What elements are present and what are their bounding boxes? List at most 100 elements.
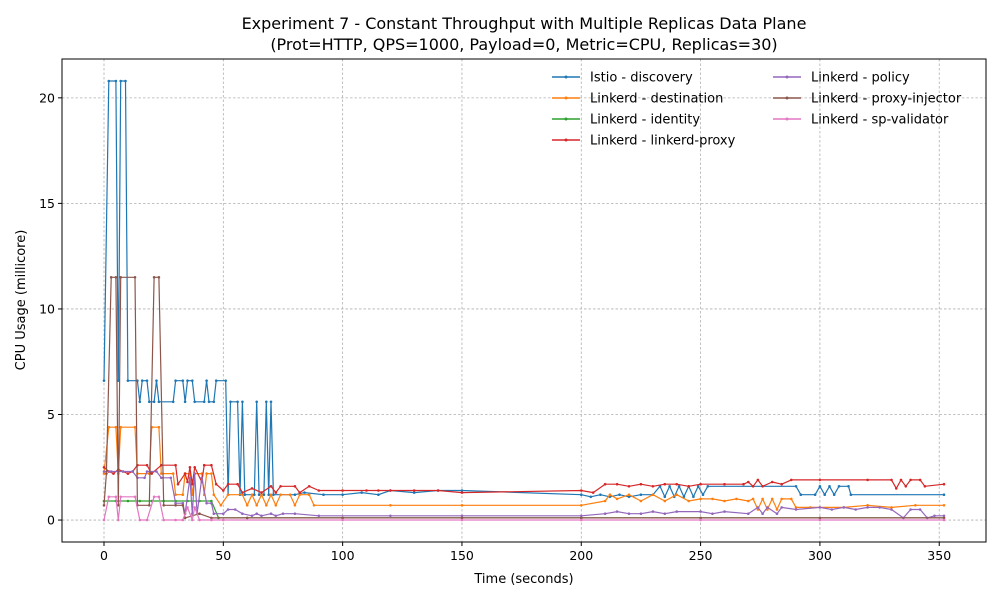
data-point: [580, 518, 583, 522]
data-point: [136, 379, 139, 383]
data-point: [899, 478, 903, 482]
data-point: [780, 506, 783, 509]
legend-item: Istio - discovery: [552, 71, 693, 86]
data-point: [307, 485, 311, 488]
data-point: [198, 512, 201, 515]
data-point: [210, 463, 213, 467]
data-point: [102, 470, 106, 473]
data-point: [212, 400, 216, 404]
data-point: [377, 493, 380, 497]
data-point: [250, 487, 254, 490]
data-point: [675, 493, 678, 497]
data-point: [303, 491, 306, 494]
data-point: [183, 472, 187, 475]
data-point: [255, 504, 258, 507]
data-point: [145, 518, 149, 522]
data-point: [668, 485, 671, 488]
series-istio-discovery: [102, 79, 946, 499]
data-point: [639, 493, 643, 497]
x-axis-label: Time (seconds): [473, 572, 573, 587]
data-point: [183, 400, 187, 404]
legend-label: Linkerd - destination: [590, 92, 723, 107]
data-point: [236, 482, 239, 486]
data-point: [687, 499, 690, 503]
legend-marker: [785, 75, 789, 79]
legend-label: Linkerd - linkerd-proxy: [590, 134, 736, 149]
data-point: [615, 510, 619, 513]
data-point: [226, 508, 230, 511]
data-point: [119, 495, 122, 499]
data-point: [942, 518, 946, 522]
data-point: [114, 495, 118, 499]
data-point: [174, 463, 177, 467]
data-point: [126, 472, 130, 475]
data-point: [131, 470, 134, 473]
data-point: [233, 508, 237, 511]
data-point: [109, 470, 113, 473]
data-point: [847, 485, 850, 488]
data-point: [162, 504, 165, 507]
data-point: [639, 482, 643, 486]
data-point: [751, 485, 755, 488]
data-point: [236, 400, 239, 404]
series-linkerd-proxy-injector: [102, 276, 946, 520]
data-point: [210, 499, 213, 503]
legend-item: Linkerd - identity: [552, 113, 700, 128]
data-point: [675, 510, 678, 513]
data-point: [267, 493, 271, 497]
data-point: [823, 493, 826, 497]
data-point: [790, 478, 793, 482]
data-point: [849, 493, 853, 497]
data-point: [603, 482, 607, 486]
data-point: [171, 472, 175, 475]
data-point: [126, 499, 130, 503]
data-point: [878, 506, 881, 509]
data-point: [148, 504, 151, 507]
data-point: [160, 463, 163, 467]
data-point: [307, 493, 311, 497]
data-point: [155, 470, 158, 473]
data-point: [904, 485, 908, 488]
data-point: [818, 485, 822, 488]
data-point: [102, 504, 106, 507]
data-point: [107, 79, 111, 83]
data-point: [269, 400, 273, 404]
data-point: [627, 495, 631, 499]
data-point: [818, 516, 822, 520]
data-point: [260, 491, 263, 494]
data-point: [377, 489, 380, 492]
data-point: [171, 400, 175, 404]
data-point: [365, 489, 368, 492]
data-point: [389, 489, 392, 492]
x-tick-label: 100: [331, 548, 355, 563]
data-point: [317, 514, 321, 518]
legend-label: Istio - discovery: [590, 71, 693, 86]
data-point: [317, 489, 321, 492]
data-point: [152, 400, 156, 404]
data-point: [663, 482, 667, 486]
data-point: [830, 508, 834, 511]
data-point: [117, 504, 120, 507]
data-point: [152, 495, 156, 499]
data-point: [181, 501, 185, 505]
data-point: [341, 489, 344, 492]
data-point: [274, 504, 278, 507]
data-point: [591, 491, 595, 494]
data-point: [794, 506, 798, 509]
data-point: [412, 489, 416, 492]
data-point: [281, 512, 285, 515]
data-point: [222, 518, 225, 522]
data-point: [162, 518, 165, 522]
data-point: [942, 514, 946, 518]
data-point: [293, 485, 297, 488]
data-point: [580, 504, 583, 507]
data-point: [799, 493, 803, 497]
data-point: [205, 379, 208, 383]
data-point: [298, 493, 302, 497]
data-point: [169, 476, 173, 480]
data-point: [675, 482, 678, 486]
data-point: [181, 493, 185, 497]
data-point: [260, 493, 263, 497]
data-point: [627, 485, 631, 488]
